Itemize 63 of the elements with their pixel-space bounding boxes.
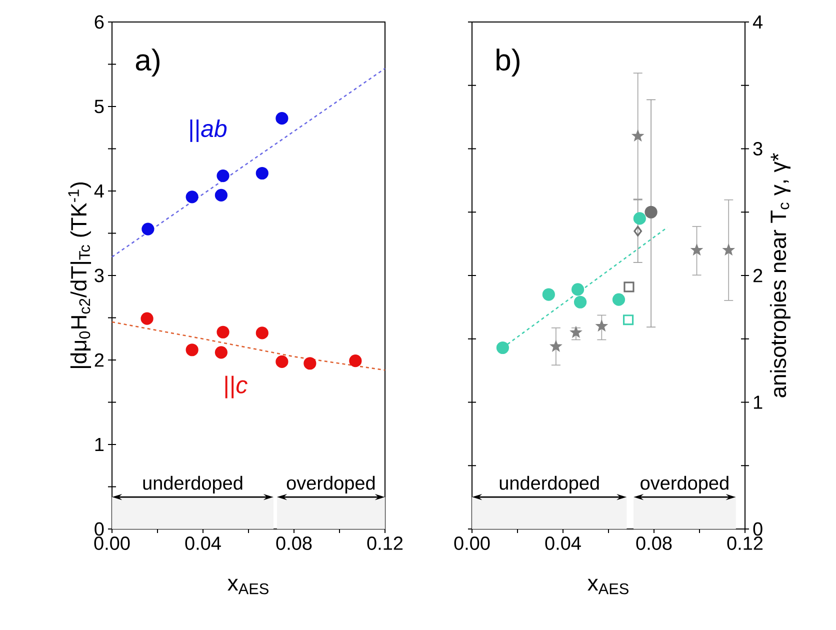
annotation: a) <box>136 48 160 77</box>
y-tick-label: 6 <box>94 15 104 29</box>
point <box>142 222 154 236</box>
x-tick-label: 0.00 <box>454 536 490 550</box>
line-series <box>111 321 386 371</box>
y2-axis-title: anisotropies near T$_{c}$ γ, γ* <box>770 153 790 398</box>
point <box>612 293 626 306</box>
point <box>596 320 607 331</box>
point <box>644 206 658 218</box>
x-axis-title: x$_{AES}$ <box>588 578 628 594</box>
text: |dμ$_{0}$H$_{c2}$/dT|$_{Tc}$ (TK$^{-1}$) <box>68 182 92 368</box>
x-tick-label: 0.08 <box>276 536 312 550</box>
x-tick-label: 0.12 <box>367 536 403 550</box>
x-tick-label: 0.12 <box>727 536 763 550</box>
y-tick-label: 4 <box>94 184 104 198</box>
point <box>214 188 228 202</box>
x-tick-label: 0.08 <box>636 536 672 550</box>
x-tick-label: 0.04 <box>185 536 221 550</box>
point <box>542 288 555 301</box>
y2-tick-label: 4 <box>752 15 763 29</box>
point <box>216 326 230 338</box>
y2-tick-label: 2 <box>753 268 762 282</box>
point <box>140 312 154 325</box>
point <box>186 190 198 204</box>
point <box>276 112 288 125</box>
point <box>256 326 268 340</box>
band-label: underdoped <box>500 476 599 494</box>
point <box>692 244 702 255</box>
series-label: ||ab <box>190 119 227 142</box>
point <box>256 166 268 180</box>
y-tick-label: 1 <box>95 438 104 452</box>
y-tick-label: 2 <box>94 353 104 367</box>
y-tick-label: 3 <box>94 268 104 282</box>
band-label: overdoped <box>640 476 728 494</box>
point <box>276 355 288 368</box>
y2-tick-label: 1 <box>754 396 762 409</box>
band-label: overdoped <box>286 476 375 494</box>
point <box>574 296 587 308</box>
y-tick-label: 5 <box>94 100 104 114</box>
point <box>186 344 198 356</box>
y-tick-label: 0 <box>94 522 104 536</box>
point <box>349 354 362 368</box>
band-label: underdoped <box>143 476 242 494</box>
point <box>632 130 643 141</box>
x-tick-label: 0.00 <box>94 536 130 550</box>
point <box>634 226 642 236</box>
point <box>624 282 634 292</box>
y2-tick-label: 0 <box>753 522 762 536</box>
point <box>570 327 582 337</box>
point <box>216 169 230 182</box>
point <box>496 341 510 354</box>
annotation: b) <box>496 48 520 77</box>
point <box>214 346 228 359</box>
x-tick-label: 0.04 <box>545 536 581 550</box>
series-label: ||c <box>225 376 248 398</box>
point <box>724 244 734 255</box>
point <box>622 314 634 326</box>
point <box>571 283 584 296</box>
x-axis-title: x$_{AES}$ <box>228 578 268 594</box>
y2-tick-label: 3 <box>753 142 762 156</box>
point <box>550 341 562 351</box>
point <box>633 212 646 225</box>
point <box>304 357 316 370</box>
